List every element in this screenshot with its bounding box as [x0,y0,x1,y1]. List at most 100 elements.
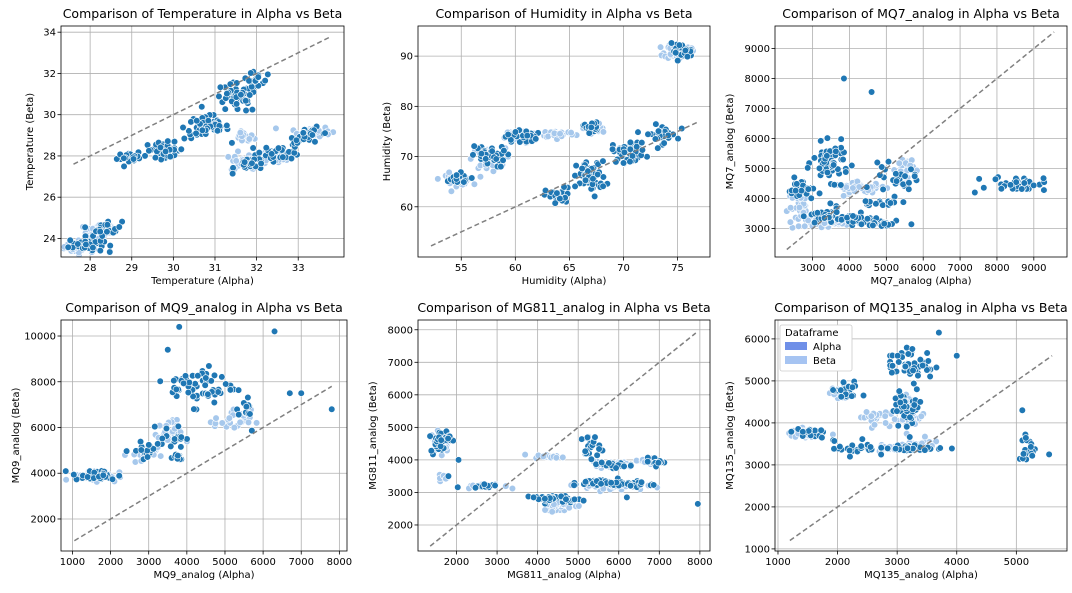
y-tick-label: 2000 [388,520,413,531]
scatter-point [837,393,845,401]
scatter-point [921,433,929,441]
scatter-point [529,493,538,501]
scatter-point [106,242,114,250]
scatter-point [650,481,658,489]
scatter-point [991,175,1000,183]
scatter-point [594,170,602,179]
scatter-point [548,508,556,516]
scatter-point [204,390,212,398]
x-tick-label: 31 [209,263,222,274]
scatter-point [1012,178,1020,186]
scatter-point [654,459,662,467]
scatter-point [923,349,931,357]
scatter-point [786,218,795,226]
scatter-point [521,450,529,459]
scatter-point [468,174,476,182]
scatter-point [268,150,276,158]
scatter-point [857,442,865,450]
scatter-point [202,374,210,382]
y-tick-label: 70 [400,152,413,163]
scatter-point [626,158,634,166]
scatter-point [608,145,617,153]
x-tick-label: 6000 [910,263,935,274]
scatter-point [886,199,895,207]
scatter-point [232,100,241,108]
x-tick-label: 60 [509,263,522,274]
x-tick-label: 4000 [525,557,550,568]
y-tick-label: 9000 [745,44,770,55]
points-layer [426,426,702,516]
x-tick-label: 30 [167,263,180,274]
x-axis-label: Humidity (Alpha) [522,276,607,287]
scatter-point [171,435,179,443]
x-axis-label: MG811_analog (Alpha) [507,570,621,581]
scatter-point [437,436,445,444]
scatter-point [286,389,294,397]
scatter-point [919,361,927,370]
scatter-point [849,212,857,220]
scatter-point [849,184,857,192]
scatter-point [272,124,280,132]
y-tick-label: 24 [43,234,56,245]
scatter-point [845,446,854,455]
scatter-point [308,131,316,139]
scatter-point [581,478,590,486]
scatter-point [137,446,145,454]
scatter-point [830,181,838,189]
chart-title: Comparison of Temperature in Alpha vs Be… [63,6,343,21]
scatter-point [96,246,104,255]
scatter-point [166,153,174,161]
scatter-point [581,447,589,455]
legend-title: Dataframe [785,328,839,339]
scatter-point [103,228,111,236]
scatter-point [482,155,490,163]
scatter-point [192,129,200,137]
scatter-point [556,195,564,203]
scatter-point [892,445,900,453]
x-tick-label: 5000 [1004,557,1029,568]
scatter-point [62,476,70,484]
scatter-point [906,433,914,441]
scatter-point [599,182,607,190]
scatter-point [589,175,597,183]
scatter-point [184,388,192,397]
scatter-point [180,134,188,143]
y-tick-label: 7000 [745,104,770,115]
series-alpha [444,39,695,207]
scatter-point [895,159,903,167]
scatter-point [480,480,488,488]
chart-panel-2: 55 60 65 70 75 60 70 80 90 Comparison of Humidity… [382,6,711,287]
y-tick-label: 2000 [745,502,770,513]
scatter-point [911,172,919,180]
scatter-point [675,41,684,49]
scatter-point [948,444,956,453]
y-tick-label: 3000 [388,488,413,499]
scatter-point [804,185,812,193]
scatter-point [579,497,588,505]
scatter-point [136,438,145,446]
scatter-point [230,424,238,432]
scatter-point [895,358,903,366]
scatter-point [916,398,924,406]
scatter-point [832,147,840,155]
scatter-point [1030,181,1038,189]
y-tick-label: 6000 [745,134,770,145]
scatter-point [787,204,795,212]
scatter-point [470,180,478,188]
reference-line [786,31,1055,251]
scatter-point [627,462,635,470]
y-tick-label: 3000 [745,460,770,471]
scatter-point [427,447,435,455]
scatter-point [447,187,455,195]
scatter-point [511,128,520,136]
scatter-point [638,139,646,147]
y-axis-label: MQ135_analog (Beta) [725,381,736,490]
scatter-point [903,423,911,431]
scatter-point [179,123,187,132]
scatter-point [800,212,808,220]
y-tick-label: 6000 [745,334,770,345]
scatter-point [194,372,202,380]
series-alpha [787,329,1053,464]
scatter-point [975,175,983,183]
scatter-point [131,458,139,466]
